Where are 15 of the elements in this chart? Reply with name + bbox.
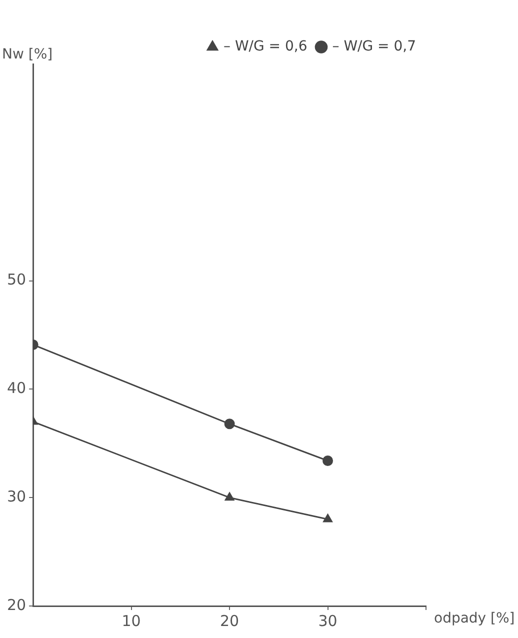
point xyxy=(224,418,235,430)
point xyxy=(323,514,332,522)
y-axis-title: Nw [%] xyxy=(2,46,53,63)
x-tick-label: 10 xyxy=(122,612,141,630)
point xyxy=(224,492,234,501)
legend-label: – W/G = 0,7 xyxy=(332,38,416,55)
point xyxy=(322,455,334,466)
y-tick-label: 50 xyxy=(6,270,26,289)
x-axis-title: odpady [%] xyxy=(434,610,515,627)
y-tick-label: 40 xyxy=(6,379,26,398)
y-tick-label: 30 xyxy=(6,487,26,506)
y-tick-label: 20 xyxy=(6,596,26,614)
x-tick-label: 30 xyxy=(318,612,338,630)
legend-label: – W/G = 0,6 xyxy=(223,38,308,55)
x-tick-label: 20 xyxy=(220,612,240,630)
